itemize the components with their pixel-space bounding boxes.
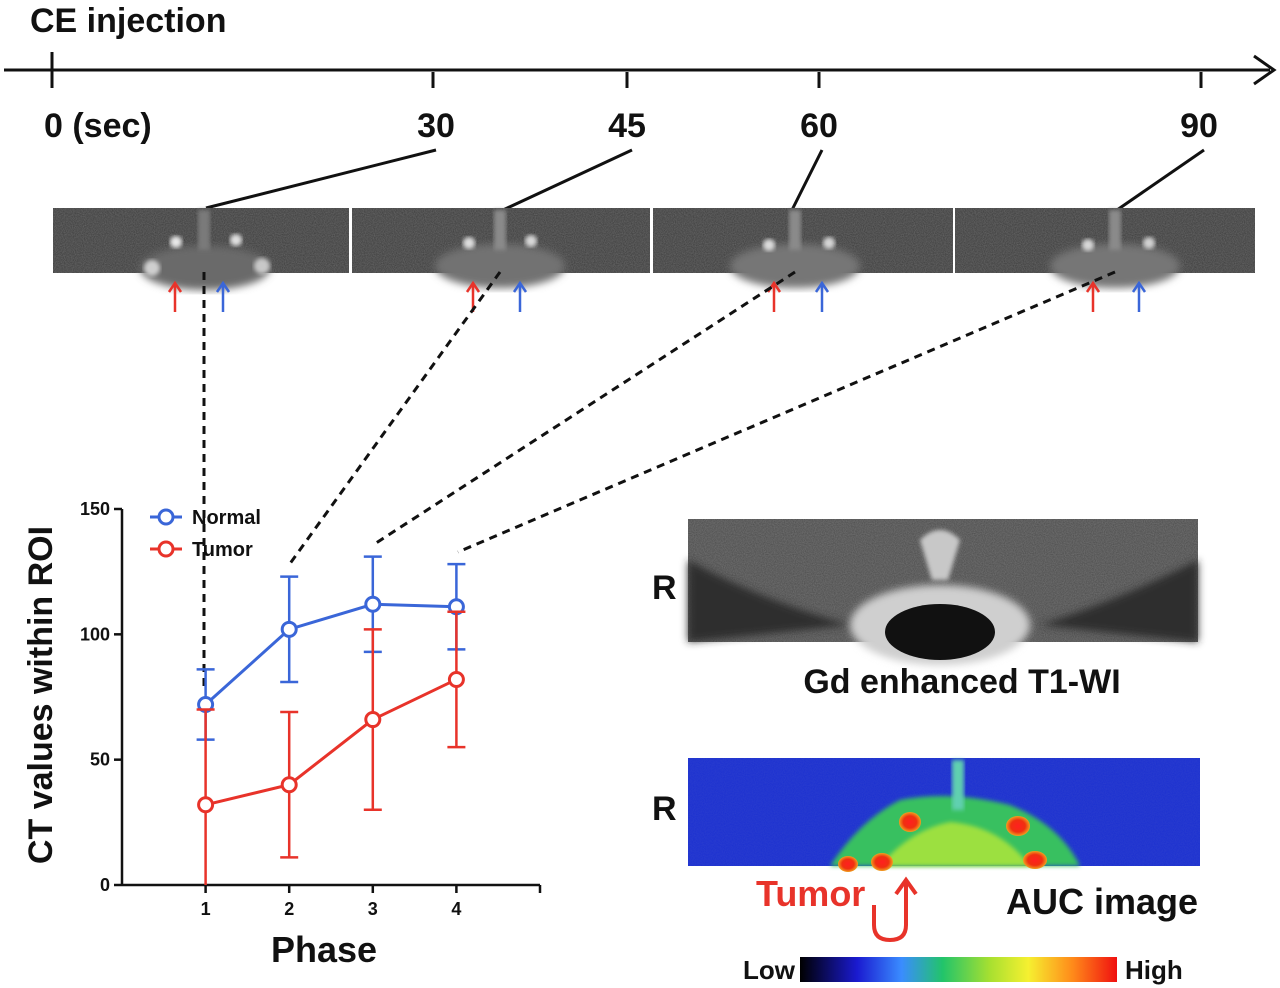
chart-xtick-label: 2 bbox=[284, 899, 294, 919]
data-point bbox=[364, 595, 382, 613]
mri-side-label: R bbox=[652, 569, 677, 607]
data-point bbox=[197, 796, 215, 814]
colorbar-gradient bbox=[800, 957, 1117, 982]
ct-scan-panel-2 bbox=[352, 208, 650, 288]
chart-xtick-label: 4 bbox=[451, 899, 461, 919]
time-connectors bbox=[205, 148, 1205, 212]
chart-ytick-label: 150 bbox=[80, 499, 110, 519]
chart-ytick-label: 0 bbox=[100, 875, 110, 895]
auc-caption: AUC image bbox=[1006, 881, 1198, 922]
chart-series bbox=[196, 555, 466, 885]
series-line bbox=[205, 678, 458, 807]
series-tumor bbox=[196, 610, 466, 885]
normal-arrow-icon bbox=[814, 280, 830, 312]
timeline-tick-30: 30 bbox=[417, 107, 455, 145]
legend-marker bbox=[157, 508, 175, 526]
chart-ytick-label: 50 bbox=[90, 750, 110, 770]
normal-arrow-icon bbox=[215, 280, 231, 312]
timeline: CE injection 0 (sec) 30 45 60 90 bbox=[4, 2, 1277, 145]
auc-panel: R Tumor AUC image Low High bbox=[652, 758, 1200, 985]
timeline-tick-60: 60 bbox=[800, 107, 838, 145]
timeline-tick-45: 45 bbox=[608, 107, 646, 145]
auc-tumor-label: Tumor bbox=[756, 873, 865, 914]
mri-caption: Gd enhanced T1-WI bbox=[803, 663, 1120, 701]
normal-arrow-icon bbox=[1131, 280, 1147, 312]
legend-marker bbox=[157, 540, 175, 558]
timeline-tick-0: 0 (sec) bbox=[44, 107, 152, 145]
data-point bbox=[280, 776, 298, 794]
tumor-arrow-icon bbox=[1085, 280, 1101, 312]
chart-legend: Normal Tumor bbox=[150, 507, 261, 561]
tumor-arrow-icon bbox=[167, 280, 183, 312]
legend-item-tumor: Tumor bbox=[150, 539, 253, 561]
series-line bbox=[204, 602, 457, 706]
ct-scan-panel-3 bbox=[653, 208, 953, 288]
normal-arrow-icon bbox=[512, 280, 528, 312]
ct-scan-panel-1 bbox=[53, 208, 349, 290]
timeline-tick-90: 90 bbox=[1180, 107, 1218, 145]
data-point bbox=[447, 670, 465, 688]
data-point bbox=[280, 620, 298, 638]
roi-arrows bbox=[167, 280, 1147, 312]
auc-image bbox=[688, 758, 1200, 872]
mri-panel: R Gd enhanced T1-WI bbox=[652, 519, 1198, 701]
chart-ylabel: CT values within ROI bbox=[22, 526, 60, 864]
timeline-ticks bbox=[50, 52, 1203, 88]
colorbar-low-label: Low bbox=[743, 955, 796, 985]
phase-connectors bbox=[202, 270, 1116, 690]
chart-axes: 0 50 100 150 1 2 3 4 bbox=[80, 499, 542, 919]
timeline-arrow-icon bbox=[1253, 54, 1277, 86]
legend-item-normal: Normal bbox=[150, 507, 261, 529]
chart-xtick-label: 3 bbox=[368, 899, 378, 919]
ct-scan-strip bbox=[53, 208, 1255, 290]
series-normal bbox=[196, 555, 466, 741]
legend-label: Tumor bbox=[192, 539, 253, 561]
chart-ytick-label: 100 bbox=[80, 624, 110, 644]
colorbar: Low High bbox=[743, 955, 1183, 985]
ct-scan-panel-4 bbox=[955, 208, 1255, 288]
colorbar-high-label: High bbox=[1125, 955, 1183, 985]
auc-side-label: R bbox=[652, 790, 677, 828]
data-point bbox=[364, 711, 382, 729]
chart-xlabel: Phase bbox=[271, 929, 377, 970]
legend-label: Normal bbox=[192, 507, 261, 529]
chart-xtick-label: 1 bbox=[201, 899, 211, 919]
ct-line-chart: CT values within ROI Phase 0 50 100 150 1 2 3 4… bbox=[22, 499, 542, 970]
tumor-pointer-arrow-icon bbox=[872, 876, 918, 943]
timeline-title: CE injection bbox=[30, 2, 226, 40]
